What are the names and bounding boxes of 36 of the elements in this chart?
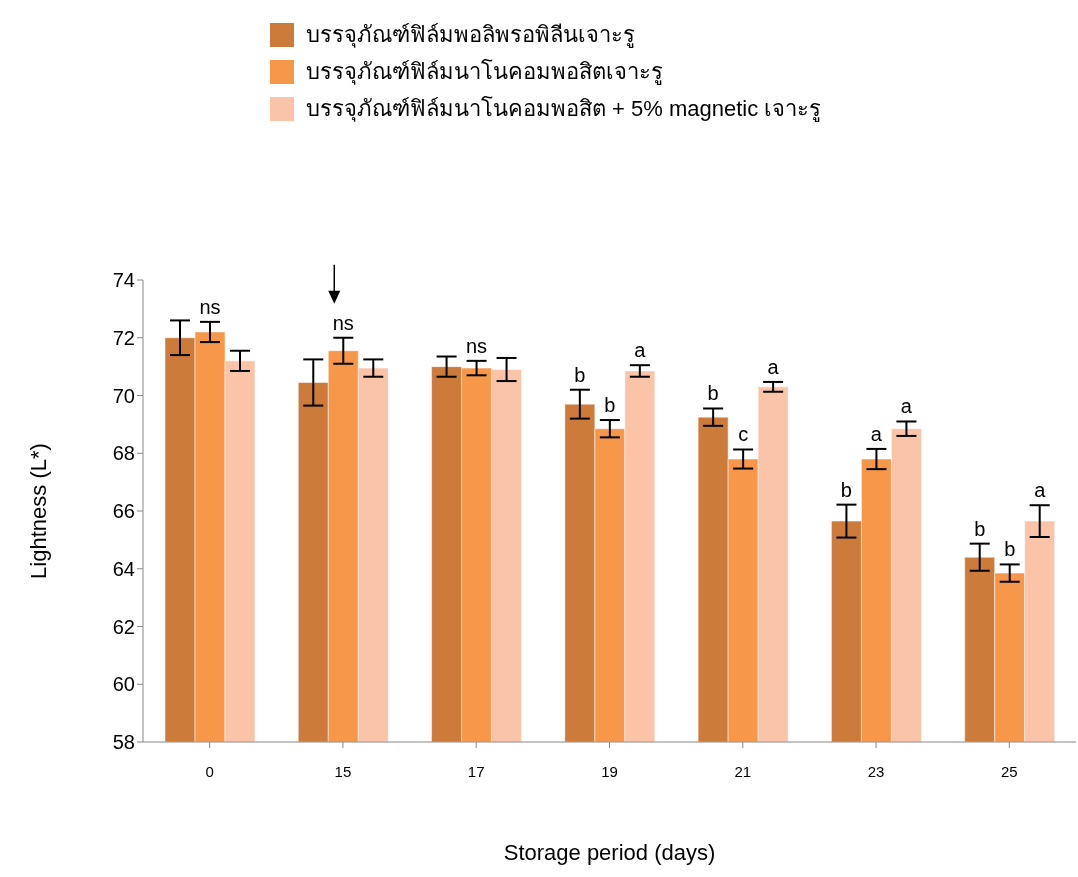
data-label: c — [738, 423, 749, 446]
data-label: b — [604, 394, 616, 417]
legend-label: บรรจุภัณฑ์ฟิล์มนาโนคอมพอสิต + 5% magnetic เจาะรู — [306, 95, 822, 124]
legend-label: บรรจุภัณฑ์ฟิล์มนาโนคอมพอสิตเจาะรู — [306, 58, 663, 87]
data-label: b — [574, 363, 586, 386]
data-label: a — [634, 339, 647, 362]
y-tick-label: 62 — [112, 615, 135, 638]
data-label: a — [1034, 479, 1047, 502]
data-label: ns — [466, 334, 488, 357]
data-label: b — [840, 478, 852, 501]
y-tick-label: 70 — [112, 384, 135, 407]
data-label: b — [707, 382, 719, 405]
data-label: a — [900, 395, 913, 418]
y-axis-title: Lightness (L*) — [25, 443, 51, 579]
y-tick-label: 64 — [112, 557, 135, 580]
data-label: ns — [199, 295, 221, 318]
y-tick-label: 60 — [112, 673, 135, 696]
data-label: a — [767, 355, 780, 378]
x-tick-label: 19 — [601, 762, 618, 780]
y-tick-label: 66 — [112, 500, 135, 523]
x-axis-title: Storage period (days) — [503, 840, 716, 865]
y-tick-label: 72 — [112, 326, 135, 349]
x-tick-label: 21 — [734, 762, 752, 780]
data-label: b — [1004, 538, 1016, 561]
x-tick-label: 17 — [467, 762, 485, 780]
x-tick-label: 15 — [334, 762, 352, 780]
legend-label: บรรจุภัณฑ์ฟิล์มพอลิพรอพิลีนเจาะรู — [306, 21, 635, 50]
x-tick-label: 25 — [1001, 762, 1018, 780]
x-tick-label: 0 — [205, 762, 214, 780]
data-label: b — [974, 517, 986, 540]
y-tick-label: 58 — [112, 731, 135, 754]
y-tick-label: 74 — [112, 269, 135, 292]
data-label: a — [870, 422, 883, 445]
data-label: ns — [332, 311, 354, 334]
y-tick-label: 68 — [112, 442, 135, 465]
x-tick-label: 23 — [867, 762, 885, 780]
